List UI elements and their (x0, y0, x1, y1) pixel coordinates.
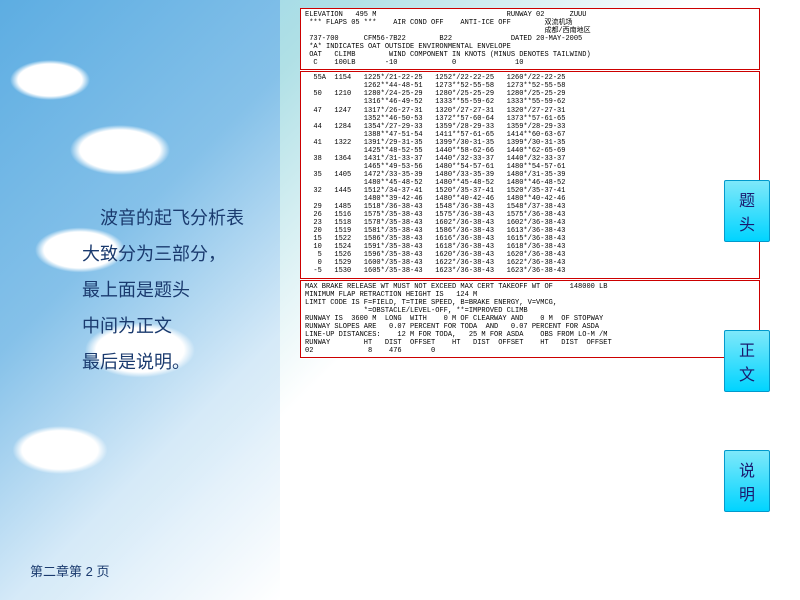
data-row: 47 1247 1317*/26-27-31 1320*/27-27-31 13… (305, 107, 755, 115)
data-row: 15 1522 1586*/35-38-43 1616*/36-38-43 16… (305, 235, 755, 243)
label-notes: 说明 (724, 450, 770, 512)
data-row: *A* INDICATES OAT OUTSIDE ENVIRONMENTAL … (305, 43, 755, 51)
data-row: LINE-UP DISTANCES: 12 M FOR TODA, 25 M F… (305, 331, 755, 339)
data-row: 23 1518 1578*/35-38-43 1602*/36-38-43 16… (305, 219, 755, 227)
data-row: C 100LB -10 0 10 (305, 59, 755, 67)
data-row: 44 1284 1354*/27-29-33 1359*/28-29-33 13… (305, 123, 755, 131)
data-row: -5 1530 1605*/35-38-43 1623*/36-38-43 16… (305, 267, 755, 275)
data-row: 26 1516 1575*/35-38-43 1575*/36-38-43 15… (305, 211, 755, 219)
data-row: RUNWAY SLOPES ARE 0.07 PERCENT FOR TODA … (305, 323, 755, 331)
data-row: RUNWAY IS 3600 M LONG WITH 0 M OF CLEARW… (305, 315, 755, 323)
data-row: 41 1322 1391*/29-31-35 1399*/30-31-35 13… (305, 139, 755, 147)
data-row: 5 1526 1596*/35-38-43 1620*/36-38-43 162… (305, 251, 755, 259)
data-row: 29 1485 1518*/36-38-43 1548*/36-38-43 15… (305, 203, 755, 211)
data-row: 20 1519 1581*/35-38-43 1586*/36-38-43 16… (305, 227, 755, 235)
desc-line: 最上面是题头 (82, 272, 244, 308)
data-row: LIMIT CODE IS F=FIELD, T=TIRE SPEED, B=B… (305, 299, 755, 307)
label-body: 正文 (724, 330, 770, 392)
data-row: 50 1210 1280*/24-25-29 1280*/25-25-29 12… (305, 90, 755, 98)
description-text: 波音的起飞分析表 大致分为三部分， 最上面是题头 中间为正文 最后是说明。 (82, 200, 244, 380)
page-footer: 第二章第 2 页 (30, 561, 109, 580)
data-row: MINIMUM FLAP RETRACTION HEIGHT IS 124 M (305, 291, 755, 299)
data-row: 成都/西南地区 (305, 27, 755, 35)
data-row: 02 8 476 0 (305, 347, 755, 355)
data-row: ELEVATION 495 M RUNWAY 02 ZUUU (305, 11, 755, 19)
label-header: 题头 (724, 180, 770, 242)
desc-line: 最后是说明。 (82, 344, 244, 380)
data-row: 1480**45-48-52 1480**45-48-52 1480**46-4… (305, 179, 755, 187)
data-row: 1388**47-51-54 1411**57-61-65 1414**60-6… (305, 131, 755, 139)
desc-line: 大致分为三部分， (82, 236, 244, 272)
data-row: 32 1445 1512*/34-37-41 1520*/35-37-41 15… (305, 187, 755, 195)
data-row: RUNWAY HT DIST OFFSET HT DIST OFFSET HT … (305, 339, 755, 347)
notes-section: MAX BRAKE RELEASE WT MUST NOT EXCEED MAX… (300, 280, 760, 358)
desc-line: 中间为正文 (82, 308, 244, 344)
data-row: 1465**49-53-56 1480**54-57-61 1480**54-5… (305, 163, 755, 171)
data-row: 55A 1154 1225*/21-22-25 1252*/22-22-25 1… (305, 74, 755, 82)
data-row: *=OBSTACLE/LEVEL-OFF, **=IMPROVED CLIMB (305, 307, 755, 315)
data-row: 10 1524 1591*/35-38-43 1618*/36-38-43 16… (305, 243, 755, 251)
data-row: 0 1529 1600*/35-38-43 1622*/36-38-43 162… (305, 259, 755, 267)
body-section: 55A 1154 1225*/21-22-25 1252*/22-22-25 1… (300, 71, 760, 278)
data-row: MAX BRAKE RELEASE WT MUST NOT EXCEED MAX… (305, 283, 755, 291)
data-row: 35 1405 1472*/33-35-39 1480*/33-35-39 14… (305, 171, 755, 179)
data-row: *** FLAPS 05 *** AIR COND OFF ANTI-ICE O… (305, 19, 755, 27)
data-row: 1480**39-42-46 1480**40-42-46 1480**40-4… (305, 195, 755, 203)
data-row: 737-700 CFM56-7B22 B22 DATED 20-MAY-2005 (305, 35, 755, 43)
takeoff-analysis-document: ELEVATION 495 M RUNWAY 02 ZUUU *** FLAPS… (300, 8, 760, 359)
data-row: 1425**48-52-55 1440**58-62-66 1440**62-6… (305, 147, 755, 155)
data-row: 38 1364 1431*/31-33-37 1440*/32-33-37 14… (305, 155, 755, 163)
header-section: ELEVATION 495 M RUNWAY 02 ZUUU *** FLAPS… (300, 8, 760, 70)
data-row: 1262**44-48-51 1273**52-55-58 1273**52-5… (305, 82, 755, 90)
data-row: 1316**46-49-52 1333**55-59-62 1333**55-5… (305, 98, 755, 106)
desc-line: 波音的起飞分析表 (82, 200, 244, 236)
data-row: 1352**46-50-53 1372**57-60-64 1373**57-6… (305, 115, 755, 123)
data-row: OAT CLIMB WIND COMPONENT IN KNOTS (MINUS… (305, 51, 755, 59)
